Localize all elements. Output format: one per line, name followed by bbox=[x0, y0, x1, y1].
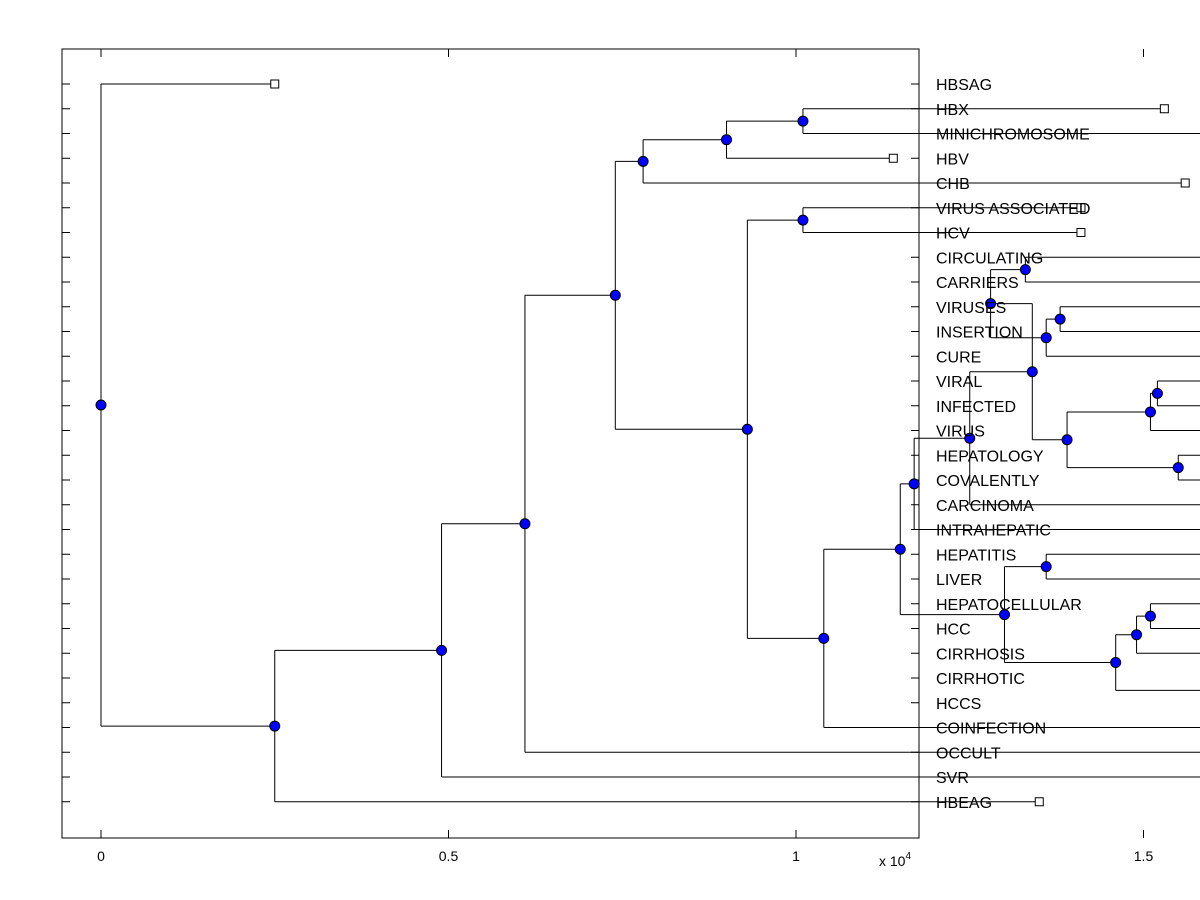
node-marker bbox=[721, 134, 732, 146]
leaf-label: CARRIERS bbox=[936, 275, 1019, 292]
leaf-markers bbox=[270, 79, 1190, 807]
x-tick-label: 1.5 bbox=[1134, 848, 1154, 864]
node-marker bbox=[985, 298, 997, 310]
node-marker bbox=[436, 644, 448, 656]
node-marker bbox=[908, 478, 920, 490]
leaf-label: VIRUSES bbox=[936, 300, 1006, 317]
leaf-label: HCV bbox=[936, 226, 970, 243]
leaf-label: HCCS bbox=[936, 696, 981, 713]
node-marker bbox=[637, 155, 649, 167]
leaf-label: HBV bbox=[936, 151, 969, 168]
node-marker bbox=[1110, 657, 1122, 669]
node-marker bbox=[1151, 387, 1163, 399]
node-marker bbox=[95, 399, 107, 411]
leaf-label: HEPATOCELLULAR bbox=[936, 597, 1082, 614]
node-marker bbox=[1019, 264, 1031, 276]
node-marker bbox=[1061, 434, 1073, 446]
leaf-label: HEPATOLOGY bbox=[936, 448, 1044, 465]
node-marker bbox=[797, 214, 809, 226]
leaf-label: HBX bbox=[936, 102, 969, 119]
leaf-labels: HBSAG HBX MINICHROMOSOME HBV CHB VIRUS ASSOCI… bbox=[936, 77, 1090, 812]
node-marker bbox=[894, 543, 906, 555]
node-marker bbox=[1040, 561, 1052, 573]
leaf-marker bbox=[1076, 228, 1086, 237]
leaf-label: INTRAHEPATIC bbox=[936, 523, 1051, 540]
leaf-label: HCC bbox=[936, 622, 971, 639]
node-marker bbox=[999, 609, 1010, 621]
plot-frame bbox=[61, 48, 920, 839]
node-marker bbox=[818, 632, 830, 644]
leaf-label: INFECTED bbox=[936, 399, 1016, 416]
leaf-label: COINFECTION bbox=[936, 721, 1046, 738]
leaf-label: MINICHROMOSOME bbox=[936, 127, 1090, 144]
leaf-marker bbox=[270, 79, 280, 89]
leaf-label: HBSAG bbox=[936, 77, 992, 94]
leaf-marker bbox=[888, 153, 898, 163]
node-marker bbox=[1026, 366, 1038, 378]
node-marker bbox=[1144, 406, 1156, 418]
leaf-marker bbox=[1180, 178, 1190, 188]
x-axis-ticks: 00.511.52 bbox=[97, 49, 1154, 864]
node-marker bbox=[1144, 610, 1156, 622]
node-marker bbox=[1040, 332, 1052, 344]
leaf-label: CURE bbox=[936, 349, 981, 366]
leaf-label: HEPATITIS bbox=[936, 547, 1016, 564]
leaf-label: SVR bbox=[936, 770, 969, 787]
branches bbox=[100, 83, 1200, 803]
x-tick-label: 0 bbox=[97, 848, 105, 864]
node-marker bbox=[797, 115, 809, 127]
node-marker bbox=[269, 720, 281, 732]
leaf-label: VIRUS bbox=[936, 424, 985, 441]
leaf-label: HBEAG bbox=[936, 795, 992, 812]
leaf-marker bbox=[1159, 104, 1169, 114]
leaf-label: CARCINOMA bbox=[936, 498, 1034, 515]
leaf-label: CIRCULATING bbox=[936, 250, 1043, 267]
node-marker bbox=[1131, 629, 1143, 641]
x-exponent-power: 4 bbox=[905, 851, 911, 862]
leaf-label: OCCULT bbox=[936, 745, 1001, 762]
node-marker bbox=[741, 423, 753, 435]
leaf-label: VIRAL bbox=[936, 374, 982, 391]
node-marker bbox=[609, 289, 621, 301]
node-markers bbox=[95, 115, 1184, 732]
leaf-label: CIRRHOSIS bbox=[936, 646, 1025, 663]
node-marker bbox=[964, 432, 976, 444]
leaf-label: CIRRHOTIC bbox=[936, 671, 1025, 688]
leaf-marker bbox=[1076, 203, 1086, 213]
leaf-label: VIRUS ASSOCIATED bbox=[936, 201, 1090, 218]
leaf-marker bbox=[1034, 797, 1044, 807]
x-exponent-base: x 10 bbox=[879, 853, 906, 869]
node-marker bbox=[1054, 313, 1066, 325]
node-marker bbox=[519, 518, 531, 530]
x-tick-label: 0.5 bbox=[439, 848, 459, 864]
node-marker bbox=[1172, 462, 1184, 474]
leaf-label: INSERTION bbox=[936, 325, 1023, 342]
x-exponent-label: x 104 bbox=[879, 851, 911, 869]
leaf-label: COVALENTLY bbox=[936, 473, 1040, 490]
leaf-label: LIVER bbox=[936, 572, 982, 589]
leaf-label: CHB bbox=[936, 176, 970, 193]
x-tick-label: 1 bbox=[792, 848, 800, 864]
leaf-ticks bbox=[62, 83, 919, 803]
